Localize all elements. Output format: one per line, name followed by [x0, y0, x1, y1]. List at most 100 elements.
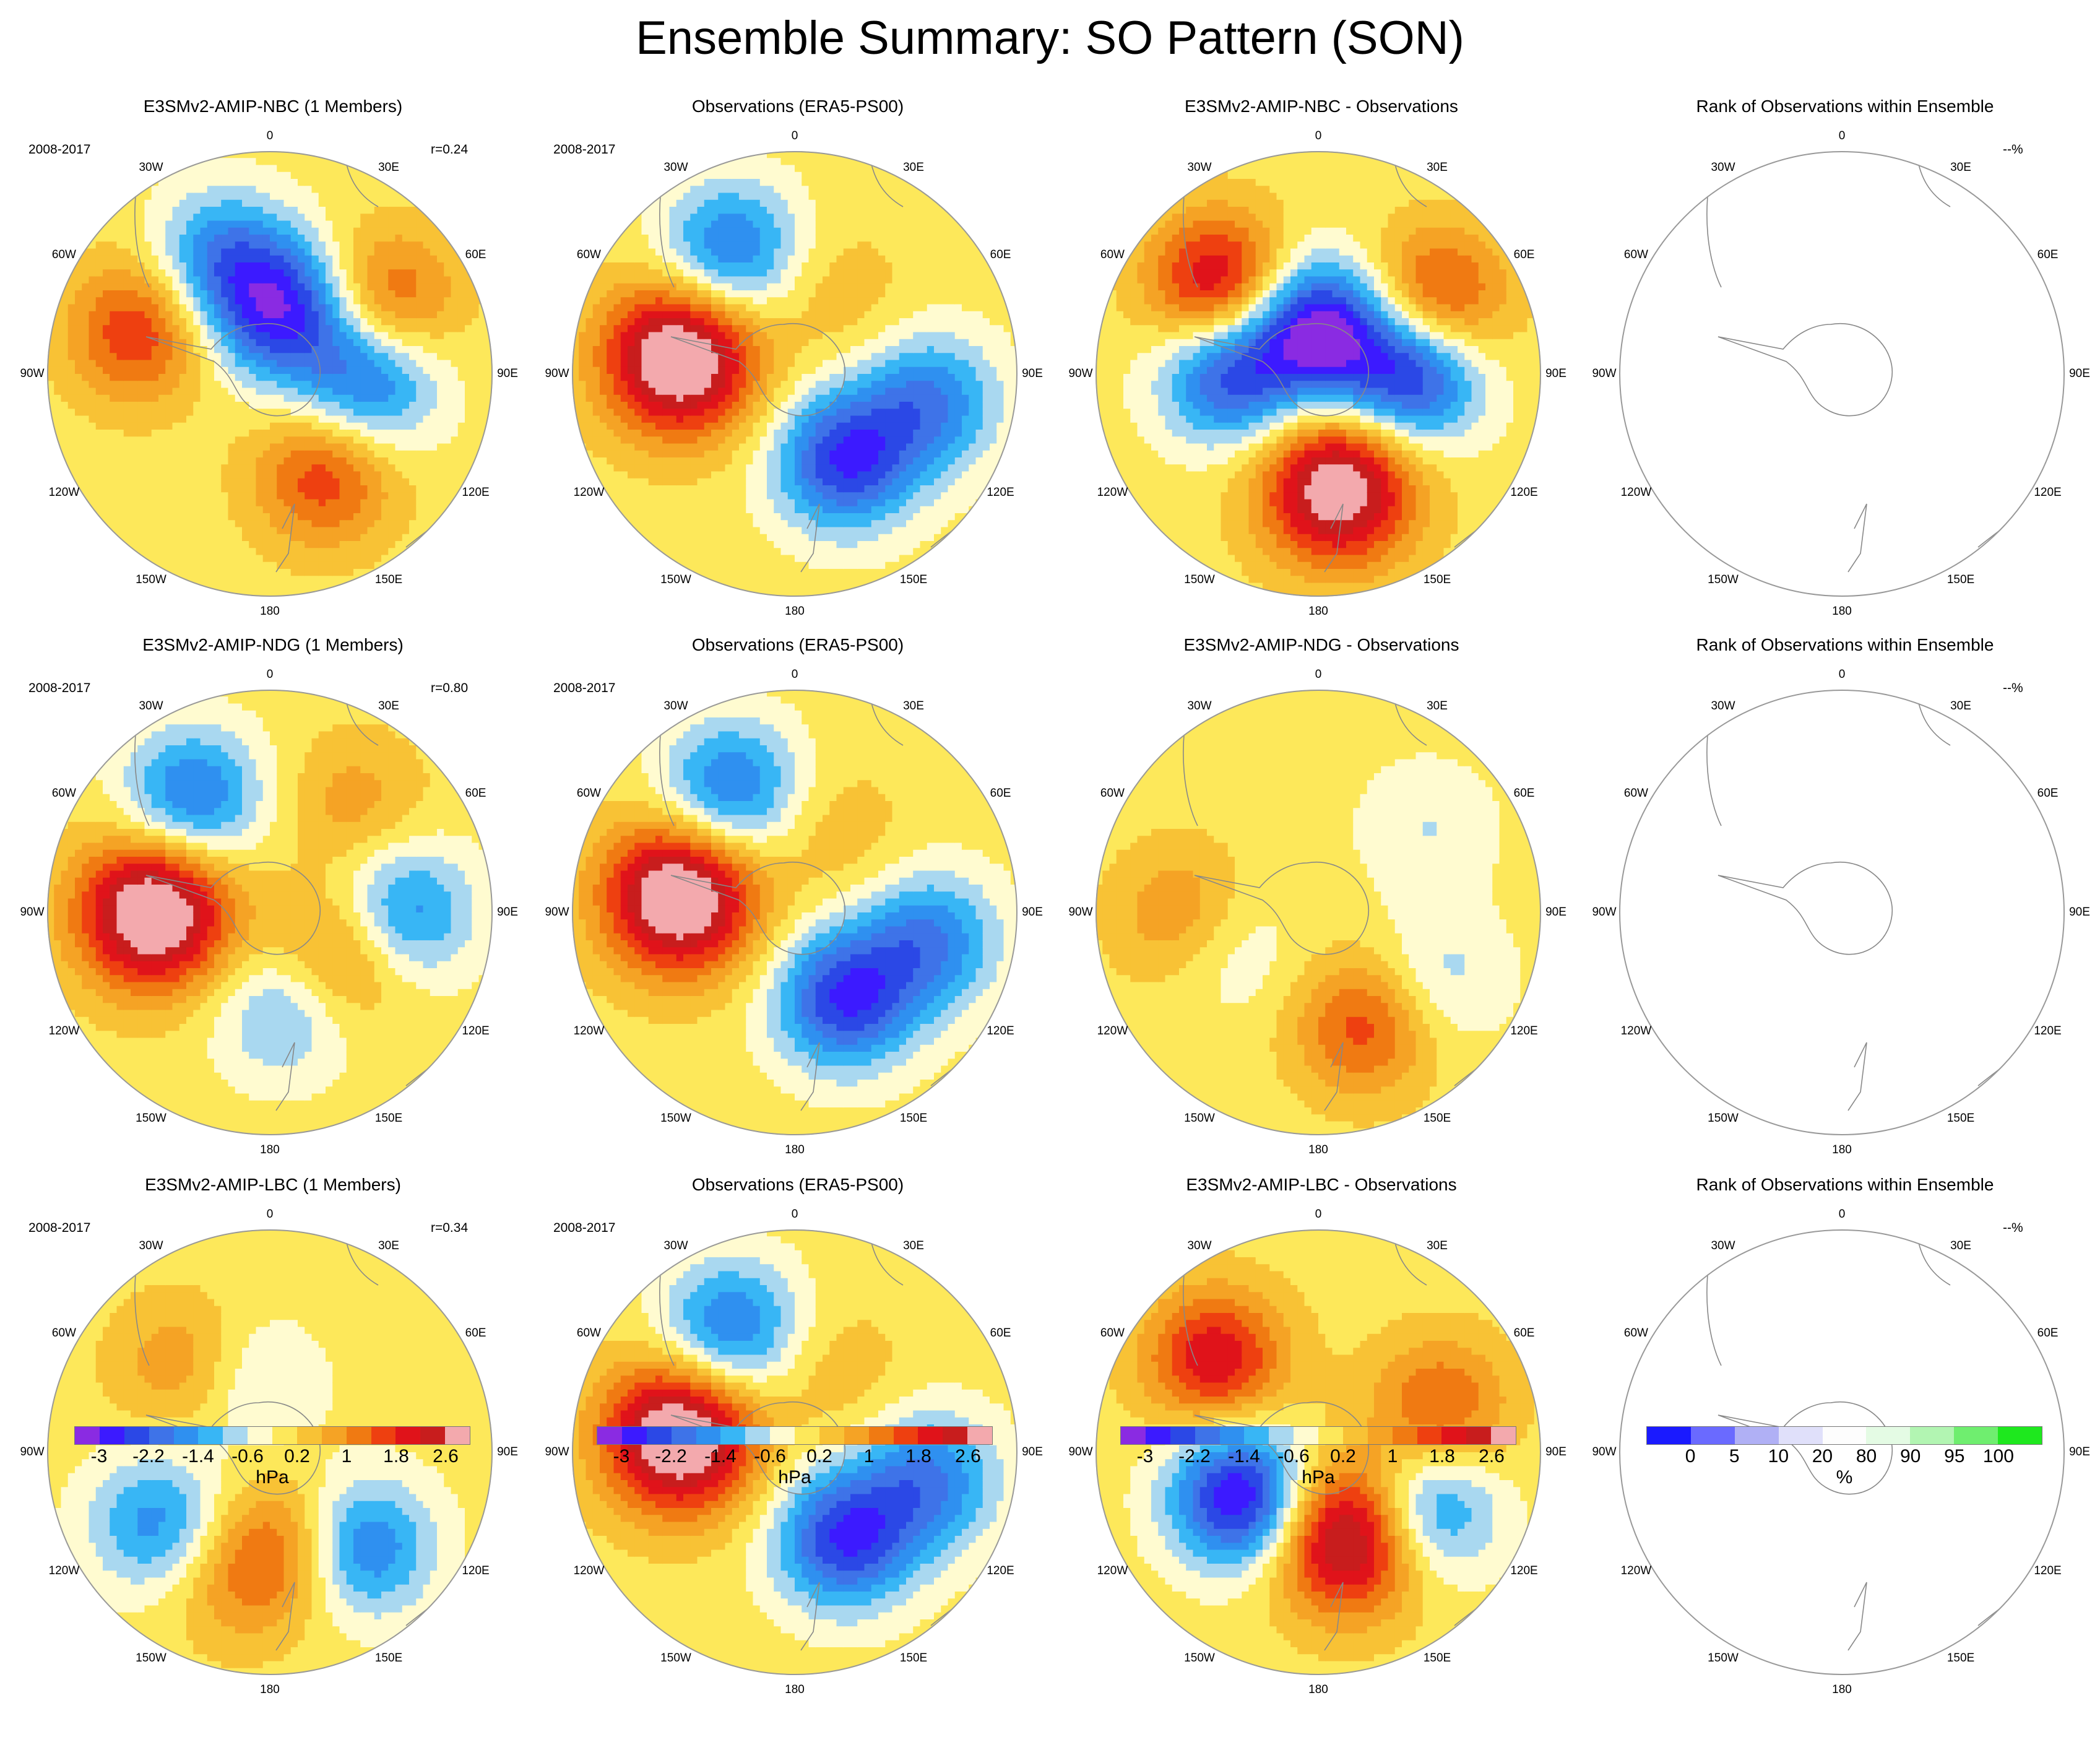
longitude-label: 120E [2034, 1024, 2061, 1038]
longitude-label: 60W [577, 1327, 601, 1340]
longitude-label: 180 [260, 1143, 280, 1157]
longitude-label: 30W [1711, 700, 1735, 713]
colorbar-tick-label: 0.2 [1330, 1446, 1356, 1467]
colorbar-swatch [420, 1427, 446, 1444]
colorbar-tick-label: -3 [91, 1446, 108, 1467]
colorbar-swatch [1441, 1427, 1467, 1444]
longitude-label: 150E [900, 1652, 927, 1665]
new-zealand-coastline [1847, 1042, 1867, 1111]
longitude-label: 60E [465, 787, 486, 800]
new-zealand-coastline [1324, 1582, 1344, 1651]
longitude-label: 60E [2037, 787, 2059, 800]
colorbar-tick-label: 20 [1812, 1446, 1833, 1467]
longitude-label: 30W [663, 1239, 688, 1253]
colorbar-tick-label: 1.8 [383, 1446, 409, 1467]
longitude-label: 30E [1427, 700, 1448, 713]
colorbar-tick-label: 2.6 [1479, 1446, 1505, 1467]
period-label: 2008-2017 [553, 1221, 615, 1236]
longitude-label: 60W [1100, 1327, 1125, 1340]
colorbar-tick-label: 1 [342, 1446, 352, 1467]
map-boundary [47, 151, 493, 597]
colorbar-swatch [1647, 1427, 1691, 1444]
colorbar-swatch [1219, 1427, 1245, 1444]
colorbar-swatch [173, 1427, 199, 1444]
map-panel: E3SMv2-AMIP-LBC (1 Members) 2008-2017 r=0.… [20, 1175, 517, 1696]
longitude-label: 0 [1315, 668, 1322, 682]
longitude-label: 150W [660, 1112, 691, 1125]
longitude-label: 90W [545, 906, 569, 919]
longitude-label: 90W [545, 1445, 569, 1459]
new-zealand-coastline [275, 1582, 295, 1651]
longitude-label: 60E [465, 248, 486, 262]
longitude-label: 60W [52, 787, 76, 800]
correlation-label: r=0.34 [431, 1221, 468, 1236]
colorbar-ticks: -3 -2.2 -1.4 -0.6 0.2 1 1.8 2.6 [74, 1445, 470, 1470]
longitude-label: 150W [136, 1652, 166, 1665]
pressure-anomaly-field [47, 1229, 493, 1675]
colorbar-tick-label: -1.4 [182, 1446, 214, 1467]
colorbar-swatch [1367, 1427, 1393, 1444]
longitude-label: 150W [1708, 573, 1739, 587]
longitude-label: 120W [574, 486, 605, 500]
longitude-label: 30E [903, 700, 924, 713]
panel-title: Rank of Observations within Ensemble [1545, 1175, 2100, 1195]
panel-title: E3SMv2-AMIP-NDG (1 Members) [0, 635, 573, 655]
longitude-label: 120W [49, 1564, 80, 1578]
longitude-label: 60E [1514, 248, 1535, 262]
panel-title: E3SMv2-AMIP-NBC - Observations [1021, 97, 1622, 116]
new-zealand-coastline [800, 1042, 820, 1111]
longitude-label: 30W [663, 161, 688, 175]
colorbar-tick-label: -3 [613, 1446, 630, 1467]
longitude-label: 90E [497, 367, 518, 381]
longitude-label: 120E [1510, 1024, 1537, 1038]
panel-title: E3SMv2-AMIP-NDG - Observations [1021, 635, 1622, 655]
longitude-label: 90E [1022, 367, 1043, 381]
colorbar-swatch [1417, 1427, 1442, 1444]
longitude-label: 120E [987, 1564, 1014, 1578]
longitude-label: 60W [1624, 787, 1648, 800]
colorbar-swatch [770, 1427, 795, 1444]
australia-coastline [1977, 1005, 2065, 1086]
correlation-label: --% [2003, 142, 2023, 157]
period-label: 2008-2017 [28, 681, 90, 696]
antarctica-coastline [670, 323, 846, 417]
map-boundary [1619, 151, 2065, 597]
pressure-anomaly-field [47, 151, 493, 597]
longitude-label: 150E [1947, 1112, 1974, 1125]
new-zealand-coastline [800, 503, 820, 573]
longitude-label: 90W [20, 367, 44, 381]
colorbar-swatch [1392, 1427, 1417, 1444]
colorbar-swatch [844, 1427, 869, 1444]
longitude-label: 0 [267, 129, 274, 143]
colorbar-ticks: 0 5 10 20 80 90 95 100 [1646, 1445, 2042, 1470]
longitude-label: 180 [785, 605, 805, 618]
polar-stereographic-map [47, 1229, 493, 1675]
colorbar-tick-label: -2.2 [132, 1446, 165, 1467]
longitude-label: 180 [785, 1683, 805, 1697]
colorbar-swatch [745, 1427, 771, 1444]
period-label: 2008-2017 [28, 142, 90, 157]
longitude-label: 90W [20, 1445, 44, 1459]
polar-stereographic-map [1095, 151, 1541, 597]
colorbar-swatch [1690, 1427, 1735, 1444]
longitude-label: 30E [378, 161, 399, 175]
longitude-label: 150E [1424, 1652, 1451, 1665]
colorbar-ticks: -3 -2.2 -1.4 -0.6 0.2 1 1.8 2.6 [1120, 1445, 1516, 1470]
colorbar-swatch [967, 1427, 992, 1444]
africa-coastline [1916, 690, 1951, 746]
map-boundary [572, 690, 1018, 1135]
longitude-label: 30E [378, 1239, 399, 1253]
map-panel: Rank of Observations within Ensemble --% 0… [1592, 97, 2089, 618]
longitude-label: 60E [1514, 787, 1535, 800]
longitude-label: 60E [990, 787, 1011, 800]
longitude-label: 150E [375, 1112, 402, 1125]
pressure-anomaly-field [1095, 151, 1541, 597]
colorbar-swatch [75, 1427, 100, 1444]
longitude-label: 0 [792, 129, 798, 143]
panel-title: E3SMv2-AMIP-LBC - Observations [1021, 1175, 1622, 1195]
longitude-label: 120W [49, 486, 80, 500]
colorbar-swatch [321, 1427, 347, 1444]
longitude-label: 30W [1187, 700, 1211, 713]
colorbar-tick-label: 0.2 [284, 1446, 310, 1467]
colorbar-swatch [621, 1427, 647, 1444]
